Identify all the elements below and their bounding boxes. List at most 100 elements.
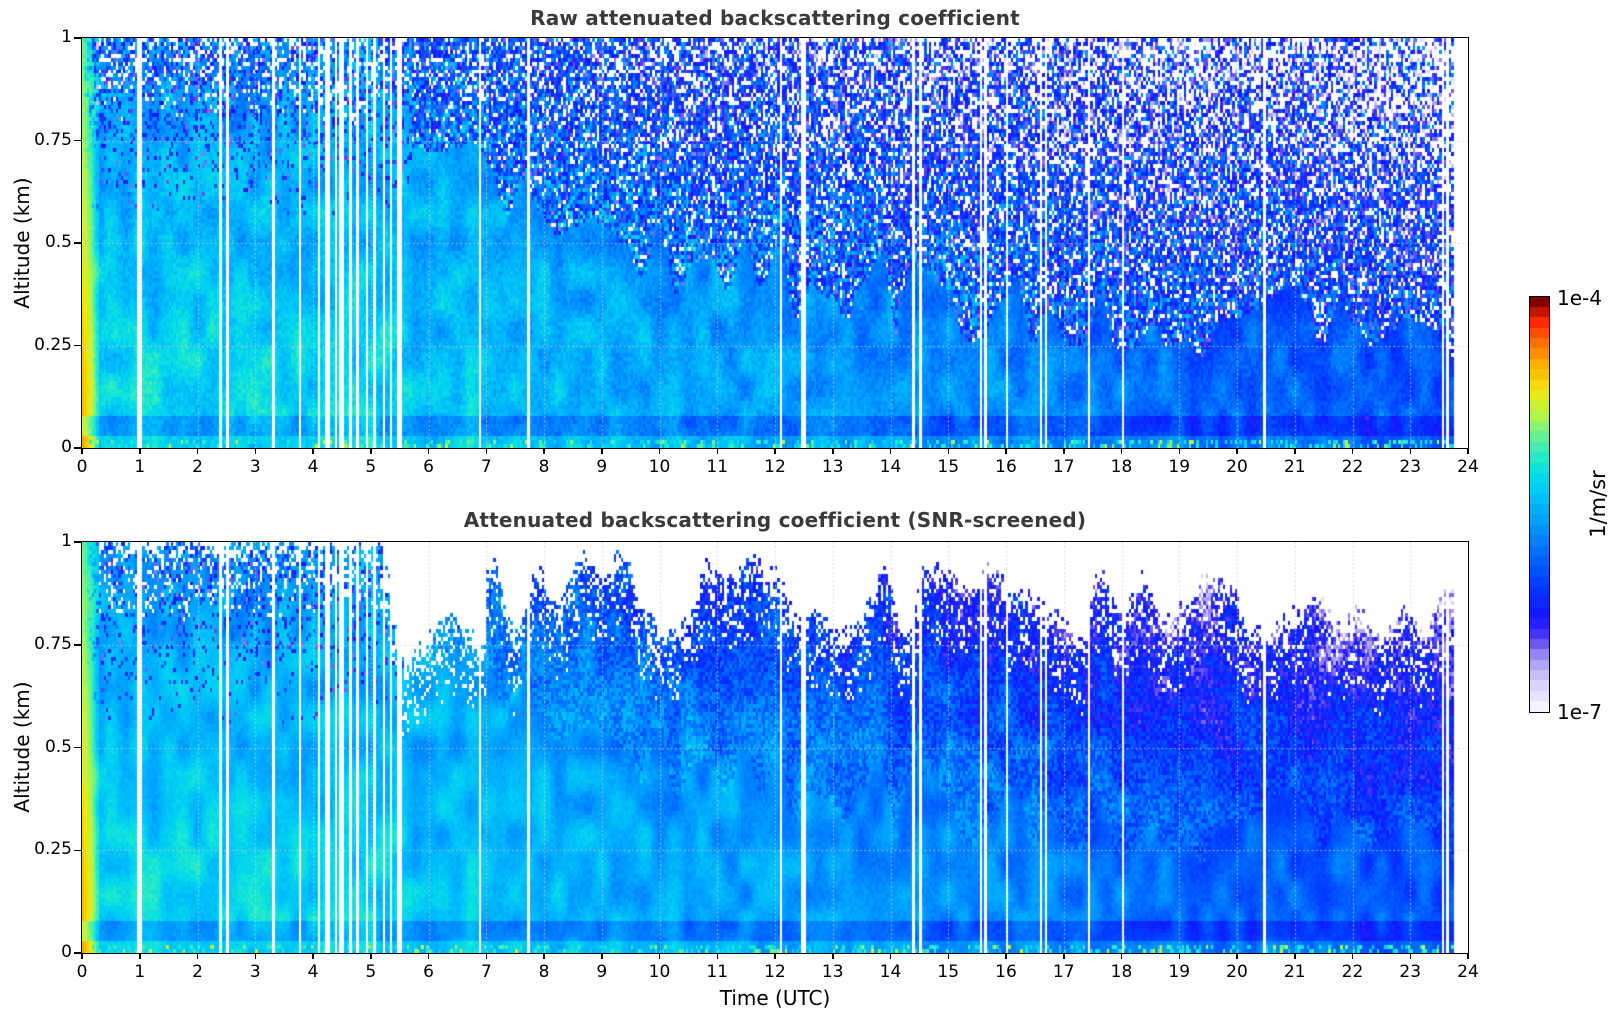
x-tick-label: 12 — [764, 457, 786, 477]
raw-heatmap-panel — [80, 36, 1469, 449]
x-tick-mark — [889, 448, 892, 454]
x-tick-mark — [947, 448, 949, 454]
x-tick-mark — [1063, 953, 1065, 959]
x-tick-label: 11 — [706, 962, 729, 982]
x-tick-mark — [1236, 953, 1238, 959]
x-tick-label: 3 — [249, 962, 261, 982]
top-panel-title: Raw attenuated backscattering coefficien… — [530, 6, 1020, 30]
x-tick-label: 13 — [821, 457, 844, 477]
x-tick-label: 16 — [995, 962, 1017, 982]
x-tick-mark — [1294, 953, 1296, 959]
x-axis-label: Time (UTC) — [719, 986, 831, 1010]
x-tick-label: 5 — [365, 962, 377, 982]
raw-heatmap-canvas — [81, 37, 1468, 448]
x-tick-label: 2 — [192, 962, 203, 982]
x-tick-label: 0 — [76, 962, 88, 982]
x-tick-mark — [832, 448, 834, 454]
x-tick-label: 14 — [879, 962, 902, 982]
x-tick-mark — [1409, 953, 1411, 959]
x-tick-mark — [312, 953, 314, 959]
y-tick-mark — [74, 746, 82, 749]
y-tick-mark — [74, 952, 82, 954]
x-tick-mark — [254, 448, 256, 454]
y-tick-label: 0 — [61, 437, 72, 457]
x-tick-label: 15 — [937, 457, 960, 477]
x-tick-label: 13 — [821, 962, 844, 982]
x-tick-mark — [543, 953, 545, 959]
x-tick-mark — [601, 448, 603, 454]
x-tick-label: 18 — [1110, 457, 1133, 477]
x-tick-label: 8 — [538, 962, 550, 982]
x-tick-mark — [1178, 953, 1180, 959]
x-tick-mark — [1120, 953, 1123, 959]
x-tick-label: 6 — [423, 962, 434, 982]
x-tick-label: 22 — [1341, 457, 1364, 477]
x-tick-mark — [139, 448, 141, 454]
x-tick-label: 21 — [1283, 457, 1306, 477]
x-tick-label: 10 — [648, 962, 671, 982]
x-tick-mark — [601, 953, 603, 959]
x-tick-label: 5 — [365, 457, 377, 477]
x-tick-mark — [370, 448, 372, 454]
y-tick-mark — [74, 344, 82, 347]
x-tick-mark — [370, 953, 372, 959]
x-tick-mark — [716, 953, 718, 959]
x-tick-label: 23 — [1399, 962, 1422, 982]
x-tick-mark — [658, 448, 661, 454]
colorbar-canvas — [1530, 297, 1549, 712]
y-tick-label: 0.25 — [34, 334, 72, 355]
x-tick-label: 11 — [706, 457, 729, 477]
x-tick-label: 12 — [764, 962, 786, 982]
x-tick-mark — [774, 953, 776, 959]
x-tick-mark — [81, 448, 83, 454]
x-tick-mark — [1409, 448, 1411, 454]
x-tick-mark — [1063, 448, 1065, 454]
y-tick-label: 0.75 — [34, 129, 72, 150]
x-tick-mark — [1236, 448, 1238, 454]
x-tick-label: 24 — [1457, 457, 1479, 477]
x-tick-label: 20 — [1226, 457, 1248, 477]
x-tick-label: 1 — [134, 962, 146, 982]
x-tick-label: 19 — [1168, 962, 1191, 982]
screened-heatmap-panel — [80, 540, 1469, 954]
x-tick-label: 16 — [995, 457, 1017, 477]
x-tick-mark — [312, 448, 314, 454]
x-tick-mark — [196, 953, 199, 959]
x-tick-mark — [1467, 953, 1469, 959]
colorbar-min-label: 1e-7 — [1557, 700, 1602, 724]
x-tick-mark — [427, 448, 430, 454]
y-tick-label: 0.75 — [34, 633, 72, 654]
x-tick-mark — [543, 448, 545, 454]
colorbar-axis-label: 1/m/sr — [1586, 470, 1610, 538]
x-tick-label: 7 — [480, 962, 492, 982]
y-tick-mark — [74, 541, 82, 543]
x-tick-mark — [1351, 448, 1354, 454]
x-tick-mark — [947, 953, 949, 959]
x-tick-label: 6 — [423, 457, 434, 477]
x-tick-label: 17 — [1052, 962, 1075, 982]
x-tick-mark — [1294, 448, 1296, 454]
y-tick-label: 0.25 — [34, 839, 72, 860]
x-tick-label: 1 — [134, 457, 146, 477]
x-tick-mark — [1178, 448, 1180, 454]
x-tick-label: 21 — [1283, 962, 1306, 982]
x-tick-mark — [889, 953, 892, 959]
x-tick-label: 9 — [596, 457, 608, 477]
screened-heatmap-canvas — [81, 541, 1468, 953]
x-tick-label: 20 — [1226, 962, 1248, 982]
x-tick-label: 18 — [1110, 962, 1133, 982]
x-tick-label: 22 — [1341, 962, 1364, 982]
y-tick-mark — [74, 37, 82, 39]
x-tick-mark — [1005, 448, 1007, 454]
x-tick-label: 2 — [192, 457, 203, 477]
x-tick-mark — [1120, 448, 1123, 454]
y-tick-label: 0.5 — [44, 736, 72, 757]
x-tick-mark — [139, 953, 141, 959]
x-tick-mark — [1005, 953, 1007, 959]
x-tick-label: 15 — [937, 962, 960, 982]
x-tick-label: 10 — [648, 457, 671, 477]
x-tick-label: 8 — [538, 457, 550, 477]
x-tick-mark — [196, 448, 199, 454]
colorbar — [1529, 296, 1550, 713]
x-tick-mark — [485, 953, 487, 959]
